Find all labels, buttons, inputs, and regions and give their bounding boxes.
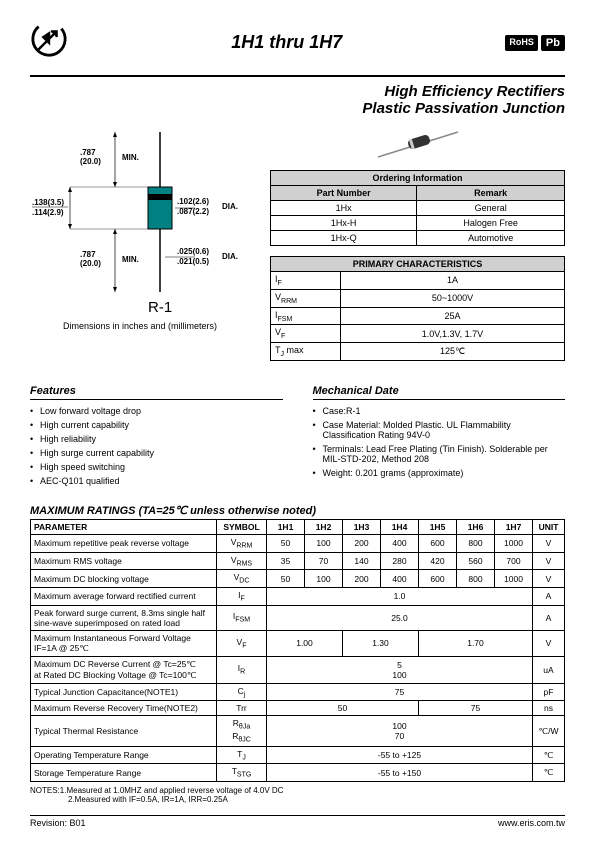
part-range-title: 1H1 thru 1H7	[231, 32, 342, 53]
product-title: High Efficiency Rectifiers Plastic Passi…	[30, 83, 565, 117]
table-row: Typical Junction Capacitance(NOTE1)Cj75p…	[31, 683, 565, 701]
table-row: Maximum Reverse Recovery Time(NOTE2)Trr5…	[31, 701, 565, 716]
svg-text:MIN.: MIN.	[122, 255, 139, 264]
table-row: IFSM25A	[271, 307, 565, 325]
note-1: NOTES:1.Measured at 1.0MHZ and applied r…	[30, 786, 565, 795]
product-title-line1: High Efficiency Rectifiers	[30, 83, 565, 100]
table-row: Maximum Instantaneous Forward Voltage IF…	[31, 630, 565, 656]
svg-text:(20.0): (20.0)	[80, 157, 101, 166]
ratings-heading: MAXIMUM RATINGS (TA=25℃ unless otherwise…	[30, 504, 565, 517]
list-item: Weight: 0.201 grams (approximate)	[313, 468, 566, 478]
svg-text:.787: .787	[80, 148, 96, 157]
list-item: Case:R-1	[313, 406, 566, 416]
table-row: Maximum DC blocking voltageVDC5010020040…	[31, 570, 565, 588]
rohs-badge: RoHS	[505, 35, 538, 51]
list-item: Terminals: Lead Free Plating (Tin Finish…	[313, 444, 566, 464]
list-item: High surge current capability	[30, 448, 283, 458]
table-row: Operating Temperature RangeTJ-55 to +125…	[31, 746, 565, 764]
svg-text:MIN.: MIN.	[122, 153, 139, 162]
dimension-caption: Dimensions in inches and (millimeters)	[30, 321, 250, 331]
ordering-table: Ordering Information Part NumberRemark 1…	[270, 170, 565, 246]
list-item: High current capability	[30, 420, 283, 430]
list-item: Case Material: Molded Plastic. UL Flamma…	[313, 420, 566, 440]
table-row: Maximum DC Reverse Current @ Tc=25℃at Ra…	[31, 656, 565, 683]
svg-text:.114(2.9): .114(2.9)	[32, 208, 64, 217]
compliance-badges: RoHS Pb	[505, 35, 565, 51]
table-row: Maximum average forward rectified curren…	[31, 588, 565, 606]
svg-text:.138(3.5): .138(3.5)	[32, 198, 64, 207]
svg-text:DIA.: DIA.	[222, 202, 238, 211]
table-row: 1Hx-QAutomotive	[271, 231, 565, 246]
dimension-drawing: .787 (20.0) MIN. .787 (20.0) MIN. .138(3…	[30, 127, 250, 317]
svg-text:R-1: R-1	[148, 299, 172, 316]
svg-text:.087(2.2): .087(2.2)	[177, 207, 209, 216]
url-label: www.eris.com.tw	[498, 818, 565, 828]
header-divider	[30, 75, 565, 77]
pb-badge: Pb	[541, 35, 565, 51]
company-logo	[30, 20, 68, 65]
ratings-head-row: PARAMETER SYMBOL 1H1 1H2 1H3 1H4 1H5 1H6…	[31, 519, 565, 534]
table-row: 1HxGeneral	[271, 201, 565, 216]
ordering-header: Ordering Information	[271, 171, 565, 186]
mechanical-list: Case:R-1 Case Material: Molded Plastic. …	[313, 406, 566, 478]
header-row: 1H1 thru 1H7 RoHS Pb	[30, 20, 565, 65]
primary-header: PRIMARY CHARACTERISTICS	[271, 257, 565, 272]
table-row: Maximum repetitive peak reverse voltageV…	[31, 534, 565, 552]
svg-text:.787: .787	[80, 250, 96, 259]
svg-text:(20.0): (20.0)	[80, 259, 101, 268]
table-row: Peak forward surge current, 8.3ms single…	[31, 605, 565, 630]
footer: Revision: B01 www.eris.com.tw	[30, 815, 565, 828]
list-item: Low forward voltage drop	[30, 406, 283, 416]
revision-label: Revision: B01	[30, 818, 86, 828]
features-heading: Features	[30, 385, 283, 400]
list-item: High reliability	[30, 434, 283, 444]
ratings-table: PARAMETER SYMBOL 1H1 1H2 1H3 1H4 1H5 1H6…	[30, 519, 565, 782]
svg-text:.021(0.5): .021(0.5)	[177, 257, 209, 266]
list-item: High speed switching	[30, 462, 283, 472]
svg-text:DIA.: DIA.	[222, 252, 238, 261]
table-row: Maximum RMS voltageVRMS35701402804205607…	[31, 552, 565, 570]
note-2: 2.Measured with IF=0.5A, IR=1A, IRR=0.25…	[30, 795, 565, 804]
notes: NOTES:1.Measured at 1.0MHZ and applied r…	[30, 786, 565, 804]
table-row: Typical Thermal ResistanceRθJaRθJC10070℃…	[31, 716, 565, 746]
component-image	[270, 127, 565, 164]
table-row: VRRM50~1000V	[271, 289, 565, 307]
table-row: TJ max125℃	[271, 343, 565, 361]
features-list: Low forward voltage drop High current ca…	[30, 406, 283, 486]
table-row: 1Hx-HHalogen Free	[271, 216, 565, 231]
table-row: Storage Temperature RangeTSTG-55 to +150…	[31, 764, 565, 782]
ordering-col-remark: Remark	[417, 186, 565, 201]
primary-characteristics-table: PRIMARY CHARACTERISTICS IF1A VRRM50~1000…	[270, 256, 565, 361]
svg-text:.025(0.6): .025(0.6)	[177, 247, 209, 256]
table-row: IF1A	[271, 272, 565, 290]
product-title-line2: Plastic Passivation Junction	[30, 100, 565, 117]
list-item: AEC-Q101 qualified	[30, 476, 283, 486]
table-row: VF1.0V,1.3V, 1.7V	[271, 325, 565, 343]
ordering-col-partnum: Part Number	[271, 186, 417, 201]
mechanical-heading: Mechanical Date	[313, 385, 566, 400]
svg-text:.102(2.6): .102(2.6)	[177, 197, 209, 206]
